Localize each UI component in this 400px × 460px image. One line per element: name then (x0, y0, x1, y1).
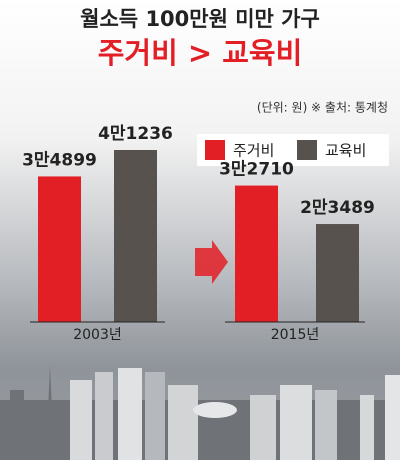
legend-swatch (205, 140, 225, 160)
bar (38, 176, 81, 322)
arrow (195, 240, 228, 284)
bar (114, 150, 157, 322)
city-skyline (0, 365, 400, 460)
value-label: 4만1236 (98, 124, 173, 144)
x-tick-label: 2003년 (73, 327, 122, 343)
legend-box (197, 134, 389, 166)
legend-swatch (297, 140, 317, 160)
x-tick-label: 2015년 (271, 327, 320, 343)
chart-title: 월소득 100만원 미만 가구 (80, 7, 320, 31)
value-label: 3만2710 (219, 160, 294, 180)
note: (단위: 원) ※ 출처: 통계청 (257, 101, 388, 115)
value-label: 3만4899 (22, 150, 97, 170)
chart-subtitle: 주거비 > 교육비 (98, 36, 303, 70)
legend-label: 주거비 (233, 142, 274, 160)
bar (316, 224, 359, 322)
legend-label: 교육비 (325, 142, 366, 160)
bar (235, 185, 278, 322)
value-label: 2만3489 (300, 198, 375, 218)
